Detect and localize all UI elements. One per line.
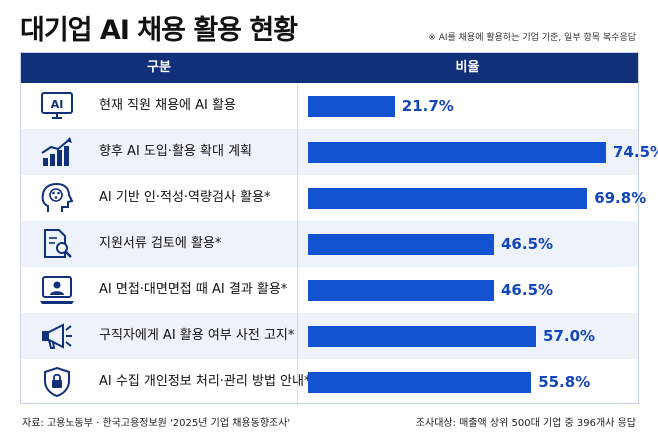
brain-head-icon (39, 182, 75, 214)
column-divider (297, 83, 298, 129)
chart-row: AI 면접·대면면접 때 AI 결과 활용* 46.5% (21, 267, 638, 313)
chart-row: AI 현재 직원 채용에 AI 활용 21.7% (21, 83, 638, 129)
value-label: 55.8% (538, 373, 591, 391)
document-search-icon (39, 228, 75, 260)
column-divider (297, 175, 298, 221)
category-label: 향후 AI 도입·활용 확대 계획 (99, 144, 252, 159)
header-ratio: 비율 (455, 60, 480, 75)
value-label: 46.5% (501, 281, 554, 299)
value-label: 46.5% (501, 235, 554, 253)
data-bar (308, 372, 532, 393)
category-label: AI 수집 개인정보 처리·관리 방법 안내* (99, 374, 311, 389)
header-category: 구분 (147, 60, 171, 75)
column-divider (297, 313, 298, 359)
category-label: AI 면접·대면면접 때 AI 결과 활용* (99, 282, 288, 297)
ai-icon-text: AI (51, 98, 64, 111)
chart-table: 구분 비율 AI 현재 직원 채용에 AI 활용 21.7% 향후 AI 도입·활용 … (20, 52, 658, 405)
chart-row: 지원서류 검토에 활용* 46.5% (21, 221, 638, 267)
growth-chart-icon (39, 136, 75, 168)
data-bar (308, 234, 494, 255)
data-bar (308, 142, 606, 163)
data-bar (308, 188, 588, 209)
table-header: 구분 비율 (21, 53, 638, 83)
column-divider (297, 221, 298, 267)
chart-row: AI 수집 개인정보 처리·관리 방법 안내* 55.8% (21, 359, 638, 405)
column-divider (297, 359, 298, 405)
chart-row: AI 기반 인·적성·역량검사 활용* 69.8% (21, 175, 646, 221)
category-label: 구직자에게 AI 활용 여부 사전 고지* (99, 328, 295, 343)
column-divider (297, 267, 298, 313)
category-label: 지원서류 검토에 활용* (99, 236, 222, 251)
chart-title: 대기업 AI 채용 활용 현황 (20, 15, 298, 46)
value-label: 57.0% (543, 327, 596, 345)
megaphone-icon (39, 320, 75, 352)
value-label: 21.7% (401, 97, 454, 115)
chart-row: 구직자에게 AI 활용 여부 사전 고지* 57.0% (21, 313, 638, 359)
data-bar (308, 280, 494, 301)
data-bar (308, 96, 395, 117)
data-bar (308, 326, 536, 347)
video-interview-icon (39, 274, 75, 306)
category-label: 현재 직원 채용에 AI 활용 (99, 98, 236, 113)
chart-row: 향후 AI 도입·활용 확대 계획 74.5% (21, 129, 658, 175)
chart-note: ※ AI를 채용에 활용하는 기업 기준, 일부 항목 복수응답 (428, 33, 636, 43)
source-note: 자료: 고용노동부 · 한국고용정보원 '2025년 기업 채용동향조사' (22, 418, 291, 429)
category-label: AI 기반 인·적성·역량검사 활용* (99, 190, 271, 205)
survey-note: 조사대상: 매출액 상위 500대 기업 중 396개사 응답 (415, 418, 636, 429)
value-label: 74.5% (613, 143, 658, 161)
ai-screen-icon: AI (39, 90, 75, 122)
security-shield-icon (39, 366, 75, 398)
value-label: 69.8% (594, 189, 647, 207)
column-divider (297, 129, 298, 175)
